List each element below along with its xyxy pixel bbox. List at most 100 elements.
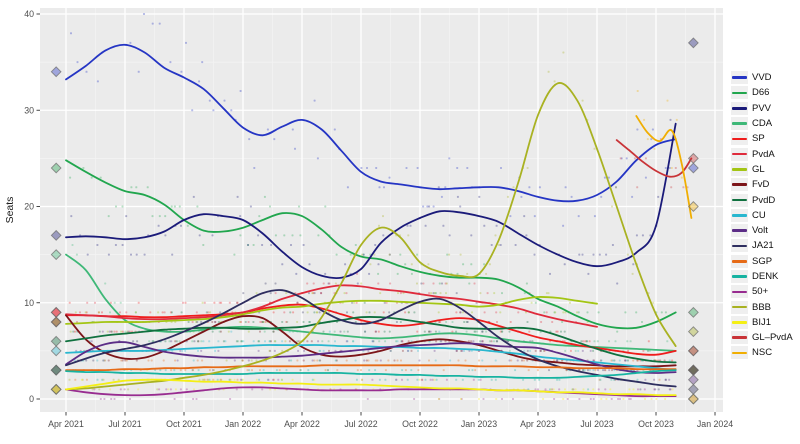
scatter-pvda bbox=[76, 272, 585, 343]
election-result-pvv bbox=[687, 37, 699, 49]
series-line-cda bbox=[65, 253, 677, 352]
legend-item-nsc: NSC bbox=[731, 345, 793, 360]
legend-item-vvd: VVD bbox=[731, 70, 793, 85]
election-result-nsc bbox=[687, 201, 699, 212]
election-result-markers bbox=[50, 37, 699, 405]
legend: VVD D66 PVV CDA SP PvdA GL FvD PvdD CU Volt JA21 SGP… bbox=[731, 70, 793, 361]
election-result-sp bbox=[687, 345, 699, 357]
legend-swatch-sgp bbox=[732, 259, 747, 263]
axes: Apr 2021 Jul 2021 Oct 2021 Jan 2022 Apr 2022… bbox=[24, 9, 733, 429]
legend-key-pvdd bbox=[731, 193, 748, 207]
legend-label-vvd: VVD bbox=[752, 72, 772, 84]
series-line-gl-pvda bbox=[615, 139, 693, 178]
legend-item-50plus: 50+ bbox=[731, 284, 793, 299]
series-line-pvdd bbox=[65, 316, 677, 364]
legend-key-sgp bbox=[731, 254, 748, 268]
series-line-ja21 bbox=[65, 289, 677, 388]
election-result-fvd bbox=[50, 316, 62, 328]
legend-item-d66: D66 bbox=[731, 85, 793, 100]
legend-swatch-d66 bbox=[732, 91, 747, 95]
legend-item-cu: CU bbox=[731, 208, 793, 223]
legend-item-pvda: PvdA bbox=[731, 146, 793, 161]
trend-lines bbox=[65, 43, 693, 398]
legend-item-gl: GL bbox=[731, 162, 793, 177]
legend-label-ja21: JA21 bbox=[752, 240, 774, 252]
series-line-denk bbox=[65, 369, 677, 379]
legend-swatch-ja21 bbox=[732, 244, 747, 248]
legend-item-fvd: FvD bbox=[731, 177, 793, 192]
legend-swatch-cu bbox=[732, 214, 747, 217]
legend-item-denk: DENK bbox=[731, 269, 793, 284]
y-tick-label: 30 bbox=[24, 105, 34, 115]
x-tick-label: Apr 2022 bbox=[284, 419, 320, 429]
plot-panel bbox=[40, 8, 723, 412]
election-result-gl-pvda bbox=[687, 152, 699, 164]
legend-swatch-volt bbox=[732, 229, 747, 232]
y-tick-label: 40 bbox=[24, 9, 34, 19]
legend-key-pvv bbox=[731, 101, 748, 115]
legend-label-bij1: BIJ1 bbox=[752, 316, 772, 328]
series-line-bij1 bbox=[65, 378, 677, 397]
election-result-denk bbox=[50, 364, 62, 376]
legend-label-sgp: SGP bbox=[752, 255, 773, 267]
legend-swatch-50plus bbox=[732, 290, 747, 294]
x-tick-label: Apr 2021 bbox=[48, 419, 84, 429]
legend-key-gl bbox=[731, 162, 748, 176]
legend-key-bij1 bbox=[731, 315, 748, 329]
election-result-pvdd bbox=[50, 335, 62, 347]
x-tick-label: Jul 2023 bbox=[580, 419, 613, 429]
legend-label-bbb: BBB bbox=[752, 301, 772, 313]
series-line-nsc bbox=[635, 115, 693, 219]
legend-item-sp: SP bbox=[731, 131, 793, 146]
election-result-vvd bbox=[687, 162, 699, 174]
legend-key-gl-pvda bbox=[731, 331, 748, 345]
election-result-ja21 bbox=[687, 383, 699, 395]
legend-key-vvd bbox=[731, 71, 748, 85]
legend-swatch-pvdd bbox=[732, 198, 747, 202]
legend-label-volt: Volt bbox=[752, 225, 768, 237]
legend-label-50plus: 50+ bbox=[752, 286, 769, 298]
election-result-cu bbox=[50, 345, 62, 357]
legend-swatch-nsc bbox=[732, 351, 747, 355]
legend-item-sgp: SGP bbox=[731, 254, 793, 269]
legend-key-volt bbox=[731, 224, 748, 238]
x-tick-label: Oct 2021 bbox=[166, 419, 202, 429]
election-result-vvd bbox=[50, 66, 62, 78]
election-result-volt bbox=[687, 374, 699, 386]
legend-label-sp: SP bbox=[752, 133, 765, 145]
x-tick-label: Jan 2023 bbox=[461, 419, 497, 429]
legend-label-cu: CU bbox=[752, 209, 766, 221]
legend-key-d66 bbox=[731, 86, 748, 100]
election-result-cda bbox=[50, 249, 62, 261]
election-result-fvd bbox=[687, 364, 699, 376]
scatter-sp bbox=[68, 292, 674, 362]
x-tick-label: Jul 2021 bbox=[108, 419, 141, 429]
legend-label-pvv: PVV bbox=[752, 102, 772, 114]
series-line-volt bbox=[65, 341, 677, 374]
series-line-sgp bbox=[65, 364, 677, 372]
scatter-sgp bbox=[74, 349, 666, 381]
poll-scatter bbox=[68, 13, 689, 400]
legend-key-cu bbox=[731, 208, 748, 222]
scatter-pvv bbox=[70, 118, 672, 295]
y-tick-label: 10 bbox=[24, 298, 34, 308]
legend-key-pvda bbox=[731, 147, 748, 161]
y-axis-title: Seats bbox=[4, 197, 16, 224]
legend-key-fvd bbox=[731, 178, 748, 192]
legend-item-pvv: PVV bbox=[731, 101, 793, 116]
series-line-pvv bbox=[65, 122, 677, 280]
legend-label-d66: D66 bbox=[752, 87, 770, 99]
series-line-pvda bbox=[65, 284, 598, 328]
scatter-volt bbox=[75, 330, 671, 381]
legend-item-bij1: BIJ1 bbox=[731, 315, 793, 330]
election-result-bbb bbox=[687, 326, 699, 338]
legend-key-bbb bbox=[731, 300, 748, 314]
legend-swatch-gl bbox=[732, 168, 747, 171]
legend-label-gl: GL bbox=[752, 163, 765, 175]
legend-swatch-sp bbox=[732, 137, 747, 141]
legend-swatch-bij1 bbox=[732, 321, 747, 324]
legend-key-denk bbox=[731, 270, 748, 283]
series-line-d66 bbox=[65, 159, 677, 330]
y-tick-label: 20 bbox=[24, 202, 34, 212]
